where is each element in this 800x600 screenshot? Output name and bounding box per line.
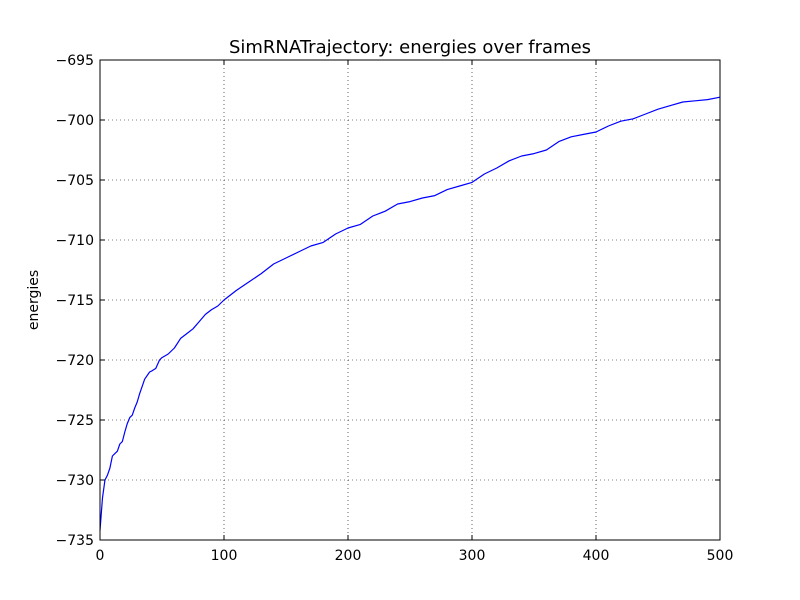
- y-tick-label: −700: [56, 113, 94, 129]
- axis-ticks: 0 100 200 300 400 500 −735 −730 −725 −720 −715 −710…: [56, 53, 734, 564]
- y-tick-label: −735: [56, 533, 94, 549]
- y-axis-label: energies: [26, 270, 42, 330]
- y-tick-label: −710: [56, 233, 94, 249]
- grid-lines: [100, 60, 720, 540]
- chart-title: SimRNATrajectory: energies over frames: [229, 37, 591, 58]
- y-tick-label: −705: [56, 173, 94, 189]
- y-tick-label: −720: [56, 353, 94, 369]
- x-tick-label: 100: [211, 548, 238, 564]
- data-series: [99, 96, 721, 531]
- y-tick-label: −695: [56, 53, 94, 69]
- x-tick-label: 500: [707, 548, 734, 564]
- y-tick-label: −730: [56, 473, 94, 489]
- x-tick-label: 200: [335, 548, 362, 564]
- x-tick-label: 300: [459, 548, 486, 564]
- x-tick-label: 400: [583, 548, 610, 564]
- series-line: [99, 96, 721, 531]
- y-tick-label: −715: [56, 293, 94, 309]
- y-tick-label: −725: [56, 413, 94, 429]
- x-tick-label: 0: [96, 548, 105, 564]
